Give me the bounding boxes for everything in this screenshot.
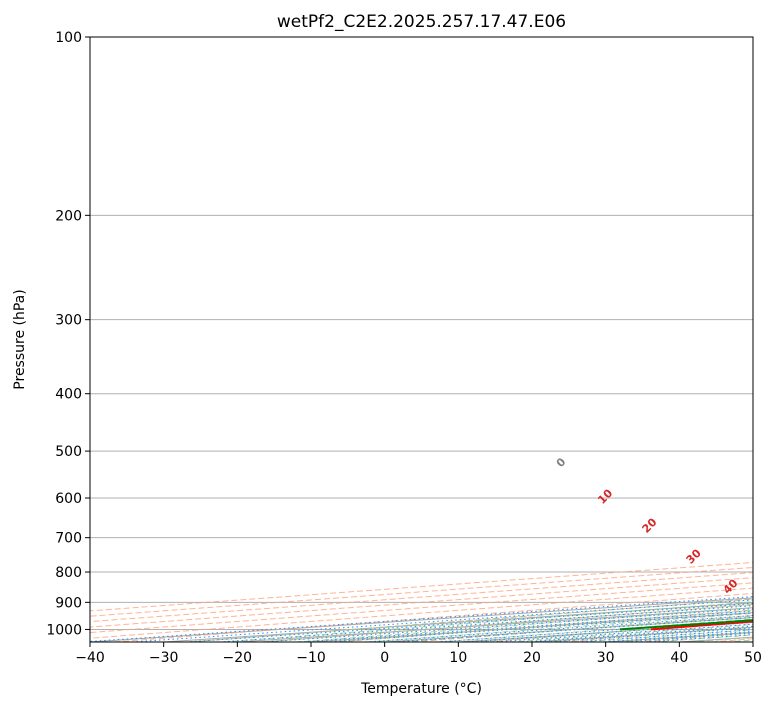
dry-adiabat-line bbox=[90, 567, 753, 617]
y-axis: 100 200 300 400 500 600 700 800 900 1000 bbox=[46, 30, 90, 638]
mixing-ratio-line bbox=[185, 602, 753, 642]
x-tick-label: 20 bbox=[523, 650, 541, 666]
y-tick-label: 600 bbox=[55, 491, 82, 507]
y-tick-label: 400 bbox=[55, 387, 82, 403]
y-tick-label: 200 bbox=[55, 208, 82, 224]
x-tick-label: −20 bbox=[223, 650, 253, 666]
y-tick-label: 1000 bbox=[46, 622, 82, 638]
y-tick-label: 300 bbox=[55, 313, 82, 329]
x-tick-label: 0 bbox=[380, 650, 389, 666]
y-tick-label: 800 bbox=[55, 565, 82, 581]
x-tick-label: 30 bbox=[597, 650, 615, 666]
y-axis-label: Pressure (hPa) bbox=[12, 289, 28, 389]
x-tick-label: −30 bbox=[149, 650, 179, 666]
x-axis-label: Temperature (°C) bbox=[360, 681, 482, 697]
dry-adiabat-line bbox=[114, 592, 753, 642]
mixing-ratio-line bbox=[131, 599, 753, 642]
plot-frame bbox=[89, 36, 754, 643]
y-tick-label: 500 bbox=[55, 444, 82, 460]
reference-lines bbox=[90, 561, 753, 642]
y-tick-label: 900 bbox=[55, 595, 82, 611]
dry-adiabat-line bbox=[90, 587, 753, 639]
x-tick-label: −10 bbox=[296, 650, 326, 666]
dry-adiabat-line bbox=[90, 582, 753, 634]
y-tick-label: 100 bbox=[55, 30, 82, 46]
x-tick-label: 10 bbox=[449, 650, 467, 666]
x-tick-label: 50 bbox=[744, 650, 762, 666]
mixing-ratio-line bbox=[218, 605, 753, 642]
y-tick-label: 700 bbox=[55, 531, 82, 547]
chart-title: wetPf2_C2E2.2025.257.17.47.E06 bbox=[277, 12, 566, 32]
x-tick-label: −40 bbox=[75, 650, 105, 666]
x-tick-label: 40 bbox=[670, 650, 688, 666]
dry-adiabat-line bbox=[90, 572, 753, 623]
x-axis: −40 −30 −20 −10 0 10 20 30 40 50 bbox=[75, 642, 762, 666]
